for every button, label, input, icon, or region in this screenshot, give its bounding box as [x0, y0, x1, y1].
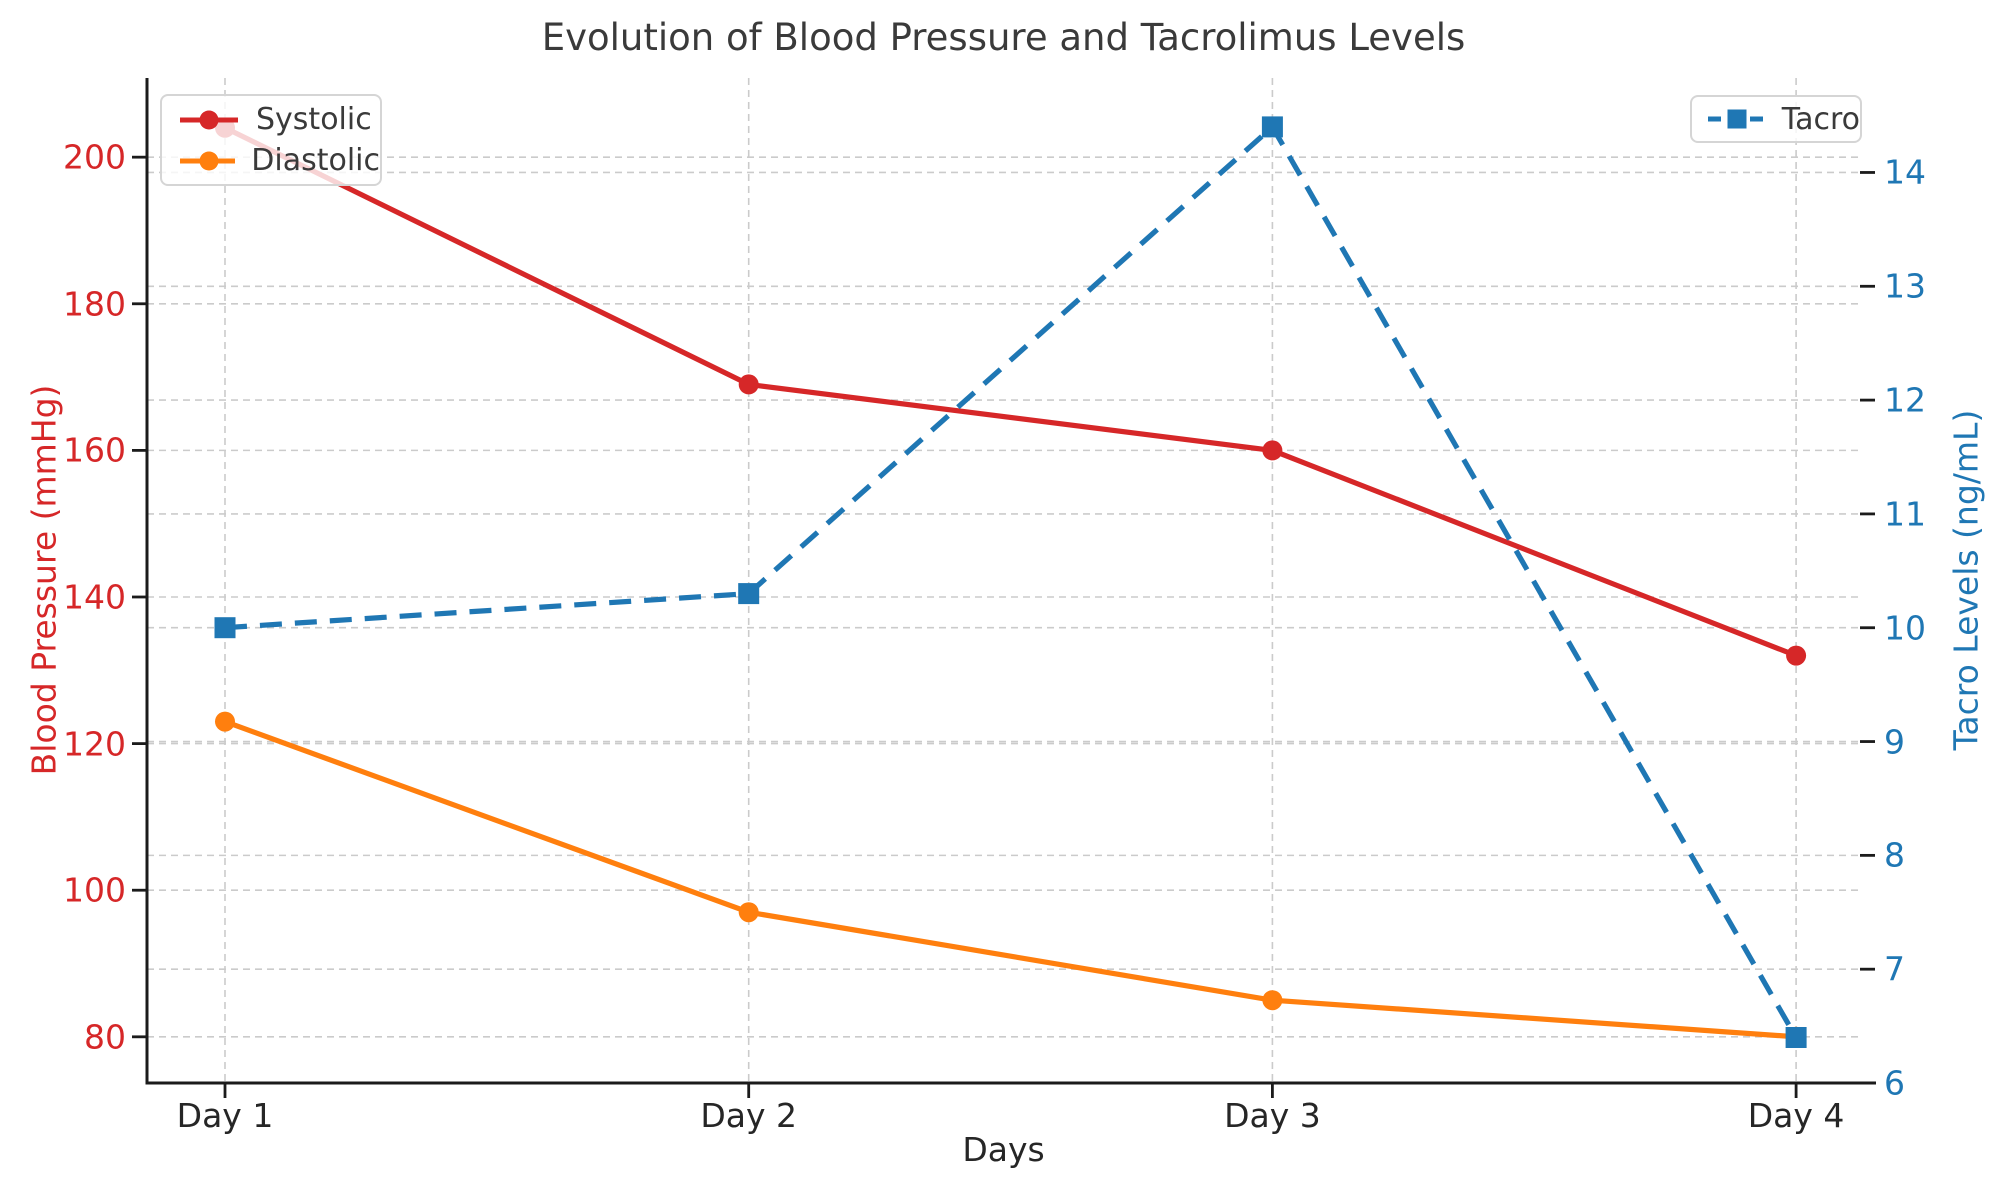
series-tacro-marker	[738, 583, 760, 605]
y-tick-label-right: 14	[1884, 152, 1926, 192]
y-tick-label-left: 200	[63, 137, 126, 177]
series-tacro	[214, 116, 1807, 1048]
series-diastolic-marker	[738, 902, 759, 923]
y-tick-label-right: 13	[1884, 266, 1926, 306]
legend-line-sample	[180, 151, 236, 170]
y-tick-label-right: 8	[1884, 835, 1905, 875]
y-tick-label-right: 9	[1884, 722, 1905, 762]
legend-item-diastolic: Diastolic	[178, 143, 380, 178]
series-diastolic-marker	[215, 711, 235, 732]
series-systolic	[215, 117, 1807, 666]
y-tick-label-left: 160	[63, 430, 126, 470]
series-tacro-marker	[1785, 1027, 1807, 1048]
series-tacro-marker	[214, 617, 236, 639]
x-tick-label: Day 1	[176, 1096, 274, 1135]
y-tick-label-left: 100	[63, 870, 126, 910]
y-tick-label-right: 11	[1884, 494, 1926, 534]
legend-line-sample	[180, 110, 238, 129]
series-diastolic-marker	[1262, 990, 1283, 1011]
x-axis-label: Days	[962, 1130, 1045, 1169]
legend-label: Tacro	[1781, 101, 1860, 137]
y-tick-label-right: 12	[1884, 380, 1926, 420]
y-tick-label-right: 7	[1884, 949, 1905, 989]
y-tick-label-right: 10	[1884, 608, 1926, 648]
legend-item-systolic: Systolic	[178, 102, 380, 137]
legend-line-sample	[1708, 109, 1766, 129]
x-tick-label: Day 3	[1224, 1096, 1321, 1135]
legend-label: Diastolic	[251, 143, 380, 178]
gridlines	[147, 78, 1860, 1083]
x-tick-label: Day 4	[1747, 1096, 1845, 1135]
legend-label: Systolic	[256, 102, 372, 137]
axes-spines	[145, 78, 1876, 1085]
x-tick-label: Day 2	[700, 1096, 798, 1135]
legend-tacro: Tacro	[1690, 95, 1862, 143]
y-tick-label-right: 6	[1884, 1063, 1905, 1103]
chart-title: Evolution of Blood Pressure and Tacrolim…	[541, 16, 1466, 59]
y-tick-label-left: 120	[63, 724, 126, 764]
y-axis-label-right: Tacro Levels (ng/mL)	[1946, 409, 1986, 751]
series-diastolic	[215, 711, 1807, 1047]
tick-marks	[132, 155, 1875, 1098]
y-tick-label-left: 180	[63, 284, 126, 324]
series-systolic-marker	[1262, 440, 1283, 461]
legend-blood-pressure: Systolic Diastolic	[160, 94, 382, 186]
y-tick-label-left: 80	[84, 1017, 126, 1057]
series-systolic-marker	[1786, 645, 1807, 666]
series-tacro-marker	[1261, 116, 1283, 138]
legend-item-tacro: Tacro	[1706, 102, 1860, 137]
y-tick-label-left: 140	[63, 577, 126, 617]
series-systolic-marker	[738, 374, 759, 395]
